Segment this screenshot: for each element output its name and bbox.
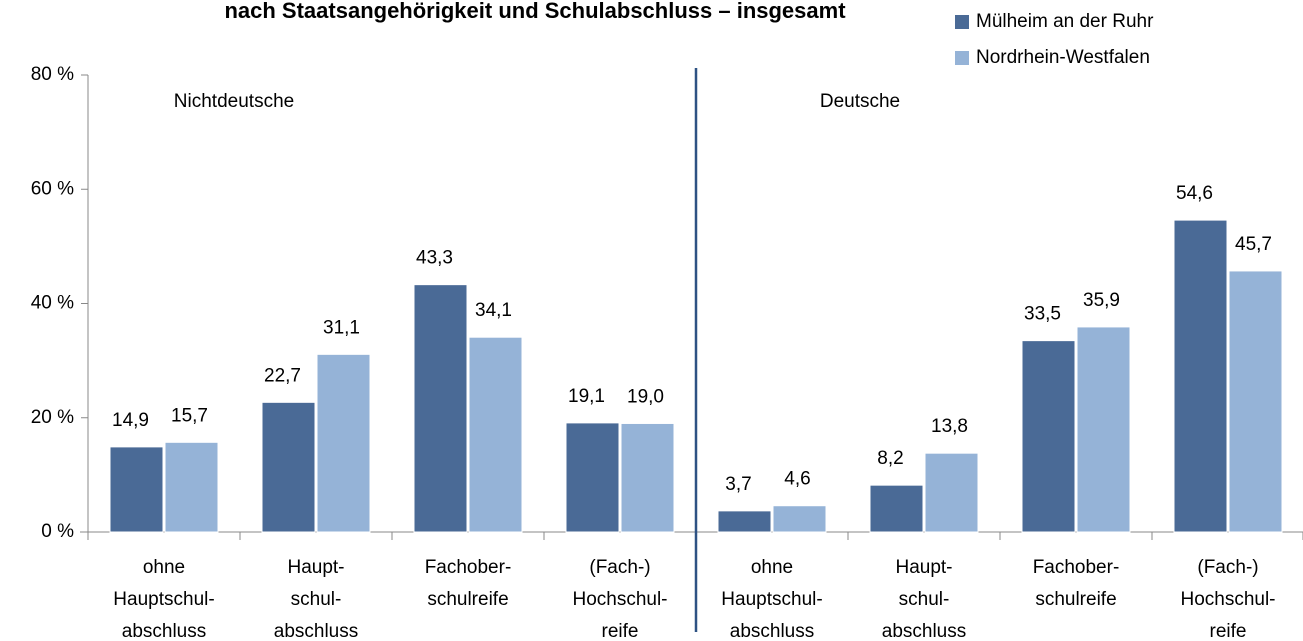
value-label: 22,7: [264, 365, 301, 386]
y-tick-label: 60 %: [31, 178, 74, 199]
value-label: 33,5: [1024, 304, 1061, 325]
bar: [565, 422, 620, 533]
x-tick-label: Hochschul-: [1180, 589, 1275, 610]
bar: [413, 284, 468, 533]
x-tick-label: schulreife: [427, 589, 508, 610]
bar: [1228, 270, 1283, 533]
x-tick-label: (Fach-): [1197, 557, 1258, 578]
x-tick-label: abschluss: [274, 621, 359, 641]
x-tick-label: ohne: [751, 557, 793, 578]
x-tick-label: Fachober-: [425, 557, 512, 578]
chart-title: nach Staatsangehörigkeit und Schulabschl…: [224, 0, 846, 23]
x-tick-label: reife: [602, 621, 639, 641]
bar: [717, 510, 772, 533]
value-label: 45,7: [1235, 234, 1272, 255]
x-tick-label: Haupt-: [895, 557, 952, 578]
y-tick-label: 80 %: [31, 64, 74, 85]
value-label: 54,6: [1176, 183, 1213, 204]
x-tick-label: Hauptschul-: [113, 589, 214, 610]
x-tick-label: schulreife: [1035, 589, 1116, 610]
value-label: 13,8: [931, 416, 968, 437]
y-tick-label: 20 %: [31, 407, 74, 428]
bar: [468, 336, 523, 533]
value-label: 34,1: [475, 300, 512, 321]
legend-swatch: [955, 51, 969, 65]
x-tick-label: Fachober-: [1033, 557, 1120, 578]
value-label: 3,7: [725, 474, 751, 495]
bar: [1021, 340, 1076, 533]
bar: [316, 353, 371, 533]
x-tick-label: schul-: [899, 589, 950, 610]
value-label: 19,1: [568, 386, 605, 407]
value-label: 19,0: [627, 386, 664, 407]
value-label: 43,3: [416, 248, 453, 269]
x-tick-label: abschluss: [882, 621, 967, 641]
bar: [164, 441, 219, 533]
legend-label: Nordrhein-Westfalen: [976, 47, 1150, 68]
x-tick-label: Hochschul-: [572, 589, 667, 610]
legend-label: Mülheim an der Ruhr: [976, 11, 1154, 32]
y-tick-label: 0 %: [41, 521, 74, 542]
value-label: 4,6: [784, 469, 810, 490]
bar: [261, 401, 316, 533]
x-tick-label: Hauptschul-: [721, 589, 822, 610]
bar: [869, 484, 924, 533]
x-tick-label: ohne: [143, 557, 185, 578]
value-label: 31,1: [323, 317, 360, 338]
bar: [620, 422, 675, 533]
x-tick-label: abschluss: [730, 621, 815, 641]
group-label: Deutsche: [820, 91, 900, 112]
bar: [1076, 326, 1131, 533]
legend-swatch: [955, 15, 969, 29]
bar: [109, 446, 164, 533]
x-tick-label: Haupt-: [287, 557, 344, 578]
bar: [1173, 219, 1228, 533]
value-label: 8,2: [877, 448, 903, 469]
value-label: 35,9: [1083, 290, 1120, 311]
y-tick-label: 40 %: [31, 293, 74, 314]
bar: [772, 505, 827, 533]
bar: [924, 452, 979, 533]
x-tick-label: reife: [1210, 621, 1247, 641]
group-label: Nichtdeutsche: [174, 91, 294, 112]
x-tick-label: (Fach-): [589, 557, 650, 578]
value-label: 14,9: [112, 410, 149, 431]
value-label: 15,7: [171, 405, 208, 426]
x-tick-label: abschluss: [122, 621, 207, 641]
x-tick-label: schul-: [291, 589, 342, 610]
